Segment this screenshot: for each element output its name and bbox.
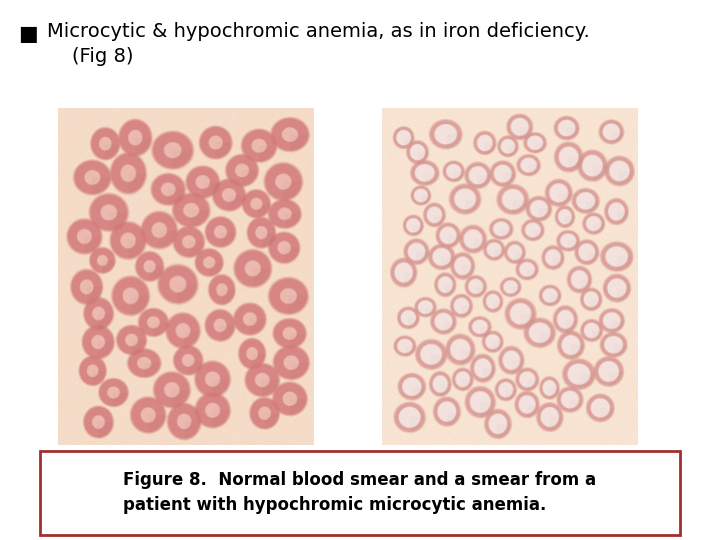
Text: Microcytic & hypochromic anemia, as in iron deficiency.
    (Fig 8): Microcytic & hypochromic anemia, as in i… <box>47 22 590 65</box>
Text: ■: ■ <box>18 24 37 44</box>
Text: Hypochromic
microcytic anemia: Hypochromic microcytic anemia <box>438 456 580 490</box>
Text: Normal: Normal <box>158 456 213 471</box>
Text: Figure 8.  Normal blood smear and a smear from a
patient with hypochromic microc: Figure 8. Normal blood smear and a smear… <box>123 471 597 514</box>
FancyBboxPatch shape <box>40 451 680 535</box>
